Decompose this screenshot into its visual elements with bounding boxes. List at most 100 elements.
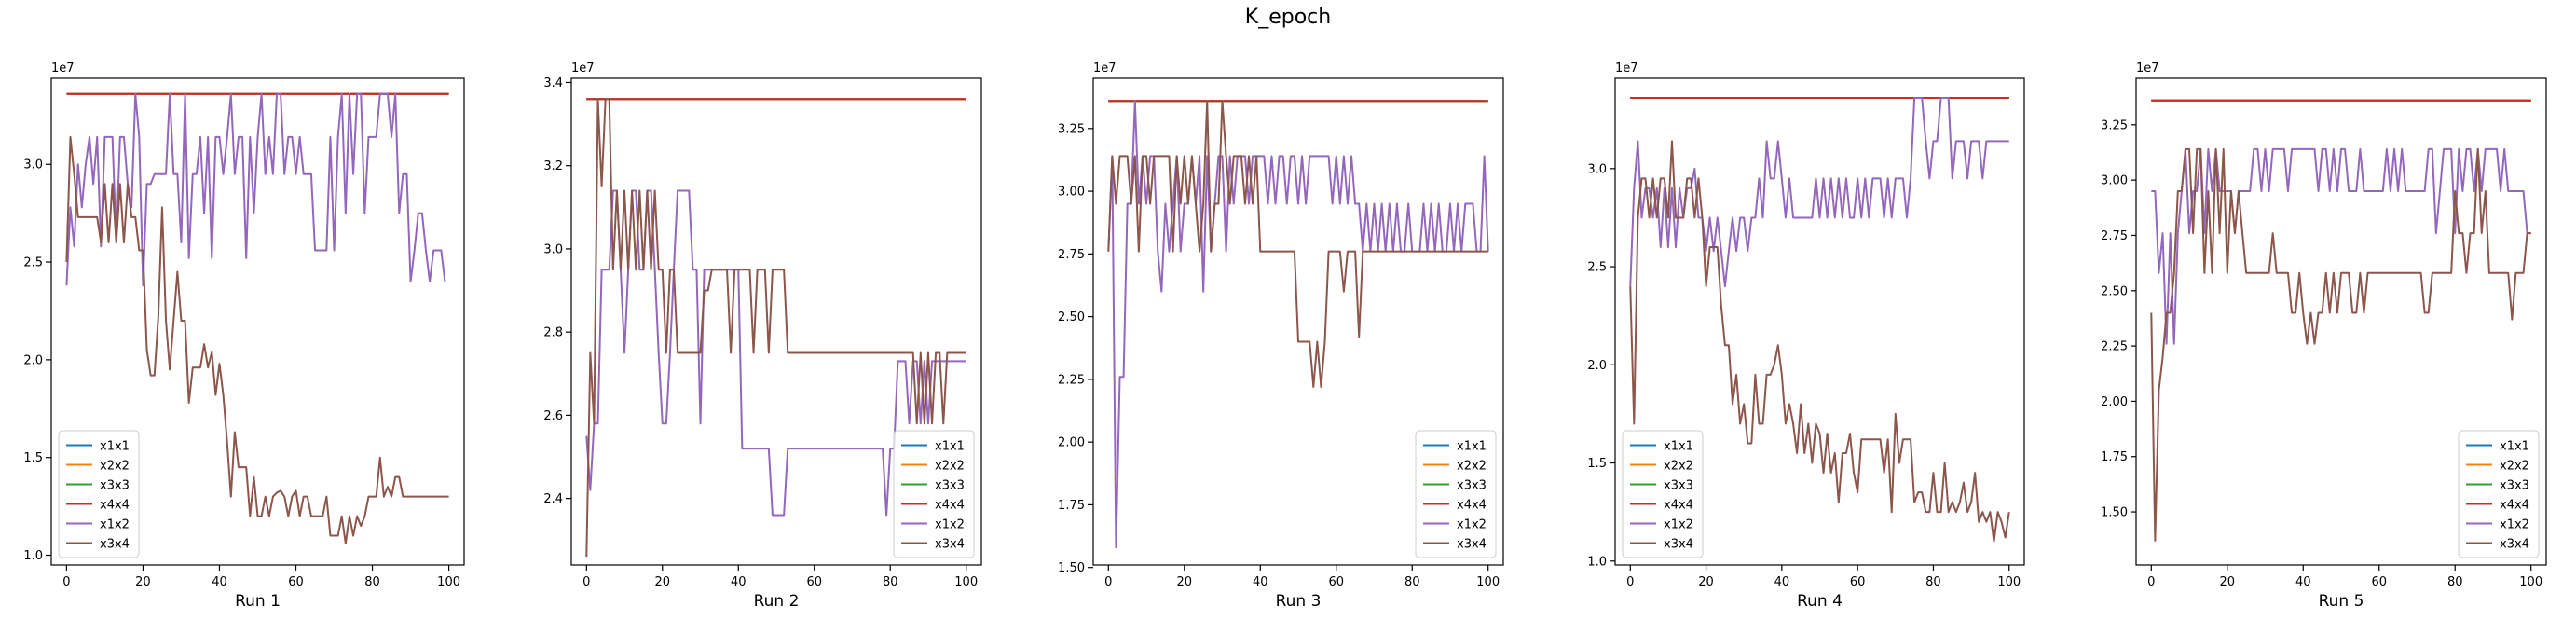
legend-label: x2x2 — [100, 460, 130, 474]
series-group — [1629, 97, 2010, 543]
x-tick-label: 100 — [954, 575, 978, 589]
legend-item-x3x3: x3x3 — [66, 479, 130, 493]
y-tick-label: 3.25 — [1058, 122, 1085, 136]
series-group — [2150, 99, 2531, 542]
y-tick-label: 2.50 — [2101, 284, 2128, 298]
x-tick-label: 20 — [1177, 575, 1193, 589]
y-tick-label: 2.0 — [23, 353, 43, 367]
plot-frame — [50, 77, 465, 566]
x-tick-label: 60 — [1328, 575, 1344, 589]
x-tick-label: 20 — [1698, 575, 1714, 589]
x-axis-label: Run 3 — [1276, 592, 1322, 611]
series-line-x3x4 — [1629, 140, 2010, 543]
x-axis-label: Run 4 — [1797, 592, 1843, 611]
legend-item-x1x1: x1x1 — [1423, 440, 1487, 454]
legend-item-x4x4: x4x4 — [1423, 499, 1487, 513]
legend-item-x3x4: x3x4 — [2466, 538, 2529, 552]
x-tick-label: 40 — [2295, 575, 2311, 589]
x-tick-label: 0 — [582, 575, 590, 589]
y-tick-label: 2.75 — [2101, 229, 2128, 243]
plot-frame — [1092, 77, 1504, 566]
series-line-x3x4 — [65, 135, 449, 544]
series-group — [65, 92, 449, 544]
legend: x1x1 x2x2 x3x3 x4x4 x1x2 x3x4 — [1622, 430, 1704, 558]
legend-label: x3x3 — [2500, 479, 2529, 493]
y-tick-label: 1.0 — [23, 549, 43, 563]
x-tick-label: 80 — [1925, 575, 1941, 589]
legend-label: x1x1 — [935, 440, 965, 454]
y-offset-text: 1e7 — [2136, 62, 2159, 76]
series-group — [1107, 100, 1489, 549]
legend-item-x1x2: x1x2 — [66, 518, 130, 532]
legend-item-x3x4: x3x4 — [1630, 538, 1693, 552]
legend-item-x4x4: x4x4 — [901, 499, 965, 513]
legend-label: x4x4 — [100, 499, 130, 513]
y-tick-label: 2.4 — [543, 492, 563, 506]
legend-label: x2x2 — [2500, 460, 2529, 474]
y-tick-label: 3.4 — [543, 76, 563, 90]
plot-frame — [2135, 77, 2547, 566]
x-tick-label: 40 — [1253, 575, 1268, 589]
x-axis-label: Run 1 — [235, 592, 281, 611]
x-tick-label: 80 — [1404, 575, 1420, 589]
y-tick-label: 2.00 — [1058, 436, 1085, 450]
legend-item-x1x1: x1x1 — [901, 440, 965, 454]
y-tick-label: 1.5 — [23, 451, 43, 465]
legend-label: x4x4 — [935, 499, 965, 513]
legend-label: x3x4 — [2500, 538, 2529, 552]
x-tick-label: 20 — [655, 575, 671, 589]
y-tick-label: 2.6 — [543, 409, 563, 423]
legend-label: x1x1 — [1664, 440, 1693, 454]
legend-label: x1x2 — [1664, 518, 1693, 532]
series-line-x3x4 — [2150, 147, 2531, 542]
legend-label: x1x1 — [1457, 440, 1487, 454]
legend-box — [1622, 430, 1704, 558]
x-tick-label: 60 — [288, 575, 304, 589]
legend-item-x3x4: x3x4 — [66, 538, 130, 552]
legend-item-x1x2: x1x2 — [2466, 518, 2529, 532]
legend: x1x1 x2x2 x3x3 x4x4 x1x2 x3x4 — [1415, 430, 1497, 558]
y-tick-label: 2.25 — [2101, 340, 2128, 354]
legend-item-x2x2: x2x2 — [1423, 460, 1487, 474]
y-tick-label: 2.00 — [2101, 395, 2128, 409]
x-tick-label: 0 — [62, 575, 70, 589]
legend-item-x3x4: x3x4 — [1423, 538, 1487, 552]
x-tick-label: 100 — [2519, 575, 2542, 589]
y-tick-label: 3.2 — [543, 159, 563, 173]
y-tick-label: 3.0 — [1587, 162, 1607, 176]
series-line-x3x4 — [585, 98, 966, 558]
legend-label: x1x2 — [1457, 518, 1487, 532]
y-tick-label: 1.5 — [1587, 457, 1607, 471]
chart-panel-5: 0 20 40 60 80 100 1.50 1.75 2.00 2.25 2.50 2.75 3.00… — [2101, 62, 2547, 611]
plot-frame — [570, 77, 982, 566]
x-tick-label: 80 — [364, 575, 380, 589]
legend-label: x3x3 — [935, 479, 965, 493]
legend-item-x2x2: x2x2 — [2466, 460, 2529, 474]
y-tick-label: 2.0 — [1587, 359, 1607, 373]
y-tick-label: 3.25 — [2101, 118, 2128, 132]
legend-label: x1x2 — [100, 518, 130, 532]
legend-item-x1x1: x1x1 — [2466, 440, 2529, 454]
legend-label: x1x2 — [935, 518, 965, 532]
legend-box — [58, 430, 140, 558]
legend-item-x1x1: x1x1 — [1630, 440, 1693, 454]
y-tick-label: 3.00 — [1058, 186, 1085, 200]
y-tick-label: 1.50 — [1058, 561, 1085, 575]
legend-item-x3x3: x3x3 — [1630, 479, 1693, 493]
series-group — [585, 98, 966, 558]
legend-item-x3x3: x3x3 — [901, 479, 965, 493]
y-tick-label: 3.0 — [543, 242, 563, 256]
chart-panel-2: 0 20 40 60 80 100 2.4 2.6 2.8 3.0 3.2 3.4 1e7 Run 2 x1… — [543, 62, 982, 611]
legend-item-x4x4: x4x4 — [1630, 499, 1693, 513]
y-tick-label: 2.5 — [23, 256, 43, 270]
y-tick-label: 1.0 — [1587, 555, 1607, 569]
legend-label: x2x2 — [935, 460, 965, 474]
x-tick-label: 40 — [1774, 575, 1790, 589]
legend-item-x1x2: x1x2 — [1630, 518, 1693, 532]
x-tick-label: 0 — [1104, 575, 1112, 589]
legend-item-x3x3: x3x3 — [1423, 479, 1487, 493]
legend-label: x4x4 — [1457, 499, 1487, 513]
y-offset-text: 1e7 — [51, 62, 75, 76]
